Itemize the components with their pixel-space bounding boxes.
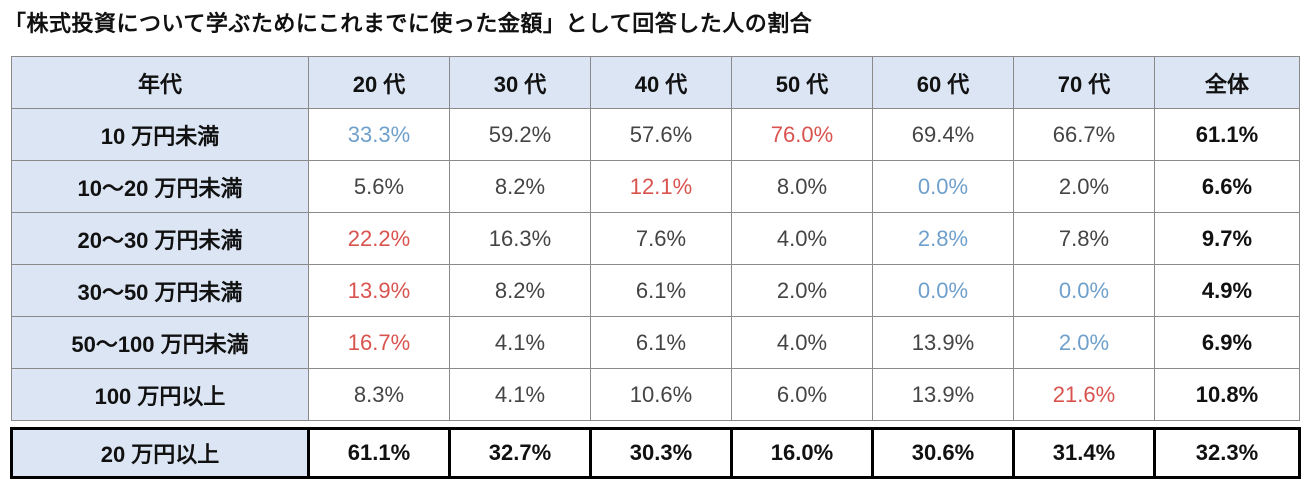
value-cell: 8.3% (308, 368, 450, 421)
header-cell: 30 代 (449, 56, 591, 109)
value-cell: 13.9% (872, 316, 1014, 369)
value-cell: 4.0% (731, 316, 873, 369)
row-label: 10～20 万円未満 (11, 160, 309, 213)
header-cell: 50 代 (731, 56, 873, 109)
summary-cell: 31.4% (1012, 427, 1156, 479)
total-cell: 9.7% (1154, 212, 1300, 265)
value-cell: 2.0% (1013, 316, 1155, 369)
value-cell: 2.0% (731, 264, 873, 317)
value-cell: 10.6% (590, 368, 732, 421)
value-cell: 0.0% (872, 160, 1014, 213)
value-cell: 69.4% (872, 108, 1014, 161)
header-cell: 全体 (1154, 56, 1300, 109)
total-cell: 6.9% (1154, 316, 1300, 369)
summary-cell: 61.1% (307, 427, 451, 479)
table-row: 10～20 万円未満 5.6% 8.2% 12.1% 8.0% 0.0% 2.0… (11, 160, 1300, 213)
header-cell: 60 代 (872, 56, 1014, 109)
value-cell: 22.2% (308, 212, 450, 265)
value-cell: 8.2% (449, 160, 591, 213)
value-cell: 12.1% (590, 160, 732, 213)
summary-label: 20 万円以上 (10, 427, 310, 479)
value-cell: 16.3% (449, 212, 591, 265)
value-cell: 21.6% (1013, 368, 1155, 421)
value-cell: 8.0% (731, 160, 873, 213)
total-cell: 6.6% (1154, 160, 1300, 213)
value-cell: 8.2% (449, 264, 591, 317)
header-cell: 年代 (11, 56, 309, 109)
value-cell: 6.1% (590, 316, 732, 369)
value-cell: 4.1% (449, 316, 591, 369)
value-cell: 4.0% (731, 212, 873, 265)
summary-cell: 32.3% (1153, 427, 1301, 479)
value-cell: 33.3% (308, 108, 450, 161)
table-row: 30～50 万円未満 13.9% 8.2% 6.1% 2.0% 0.0% 0.0… (11, 264, 1300, 317)
value-cell: 66.7% (1013, 108, 1155, 161)
summary-cell: 32.7% (448, 427, 592, 479)
summary-cell: 30.3% (589, 427, 733, 479)
row-label: 50～100 万円未満 (11, 316, 309, 369)
value-cell: 13.9% (308, 264, 450, 317)
value-cell: 7.6% (590, 212, 732, 265)
value-cell: 16.7% (308, 316, 450, 369)
header-cell: 70 代 (1013, 56, 1155, 109)
value-cell: 0.0% (1013, 264, 1155, 317)
value-cell: 0.0% (872, 264, 1014, 317)
row-label: 30～50 万円未満 (11, 264, 309, 317)
value-cell: 6.0% (731, 368, 873, 421)
header-row: 年代 20 代 30 代 40 代 50 代 60 代 70 代 全体 (11, 56, 1300, 109)
value-cell: 7.8% (1013, 212, 1155, 265)
value-cell: 2.0% (1013, 160, 1155, 213)
value-cell: 2.8% (872, 212, 1014, 265)
value-cell: 13.9% (872, 368, 1014, 421)
row-label: 20～30 万円未満 (11, 212, 309, 265)
total-cell: 4.9% (1154, 264, 1300, 317)
table-row: 50～100 万円未満 16.7% 4.1% 6.1% 4.0% 13.9% 2… (11, 316, 1300, 369)
table-row: 100 万円以上 8.3% 4.1% 10.6% 6.0% 13.9% 21.6… (11, 368, 1300, 421)
value-cell: 76.0% (731, 108, 873, 161)
value-cell: 5.6% (308, 160, 450, 213)
value-cell: 59.2% (449, 108, 591, 161)
value-cell: 4.1% (449, 368, 591, 421)
table-row: 20～30 万円未満 22.2% 16.3% 7.6% 4.0% 2.8% 7.… (11, 212, 1300, 265)
header-cell: 20 代 (308, 56, 450, 109)
summary-cell: 30.6% (871, 427, 1015, 479)
total-cell: 10.8% (1154, 368, 1300, 421)
table-row: 10 万円未満 33.3% 59.2% 57.6% 76.0% 69.4% 66… (11, 108, 1300, 161)
table-title: 「株式投資について学ぶためにこれまでに使った金額」として回答した人の割合 (4, 12, 813, 37)
total-cell: 61.1% (1154, 108, 1300, 161)
summary-row: 20 万円以上 61.1% 32.7% 30.3% 16.0% 30.6% 31… (10, 427, 1301, 479)
value-cell: 6.1% (590, 264, 732, 317)
row-label: 100 万円以上 (11, 368, 309, 421)
row-label: 10 万円未満 (11, 108, 309, 161)
spacer-row (11, 420, 1300, 429)
spending-table: 年代 20 代 30 代 40 代 50 代 60 代 70 代 全体 10 万… (10, 56, 1301, 479)
header-cell: 40 代 (590, 56, 732, 109)
summary-cell: 16.0% (730, 427, 874, 479)
value-cell: 57.6% (590, 108, 732, 161)
